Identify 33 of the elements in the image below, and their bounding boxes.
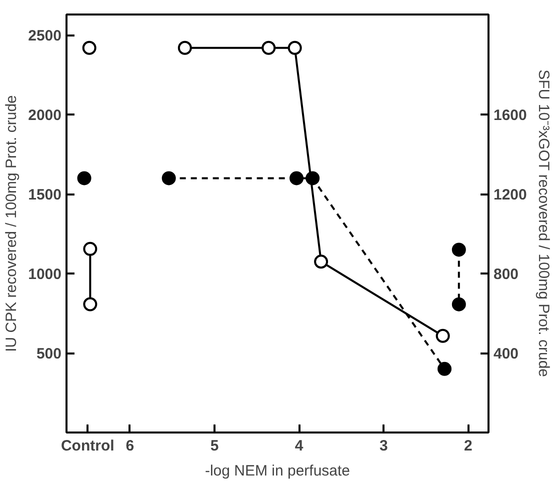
y2-tick-label: 1200 <box>494 186 527 204</box>
point <box>306 171 320 186</box>
point <box>438 362 452 376</box>
x-tick-label: 2 <box>464 438 472 454</box>
y2-tick-label: 1600 <box>494 107 527 124</box>
y-tick-label: 1500 <box>28 186 62 204</box>
x-tick-label: 4 <box>294 438 304 454</box>
y-tick-label: 2500 <box>28 28 62 45</box>
point <box>178 40 192 55</box>
x-tick-label: 3 <box>379 438 388 454</box>
y2-tick-label: 400 <box>494 346 519 363</box>
point <box>288 40 302 55</box>
point <box>77 171 92 186</box>
x-axis-title: -log NEM in perfusate <box>204 462 350 480</box>
point <box>83 242 98 256</box>
point <box>452 297 466 312</box>
y-tick-label: 2000 <box>28 107 62 124</box>
point <box>452 242 466 257</box>
y-tick-label: 500 <box>36 346 62 363</box>
point <box>290 171 304 186</box>
y-tick-label: 1000 <box>28 266 62 284</box>
point <box>83 297 98 312</box>
y-axis-title: IU CPK recovered / 100mg Prot. crude <box>3 95 20 352</box>
point <box>162 171 176 186</box>
point <box>436 328 450 343</box>
x-tick-label: 5 <box>210 438 219 454</box>
y2-tick-label: 800 <box>494 266 519 284</box>
y2-axis-title: SFU 10⁻³xGOT recovered / 100mg Prot. crude <box>534 70 552 378</box>
point <box>262 40 276 55</box>
point <box>82 40 96 55</box>
x-tick-label: Control <box>60 438 114 454</box>
x-tick-label: 6 <box>126 438 134 454</box>
point <box>314 254 328 269</box>
